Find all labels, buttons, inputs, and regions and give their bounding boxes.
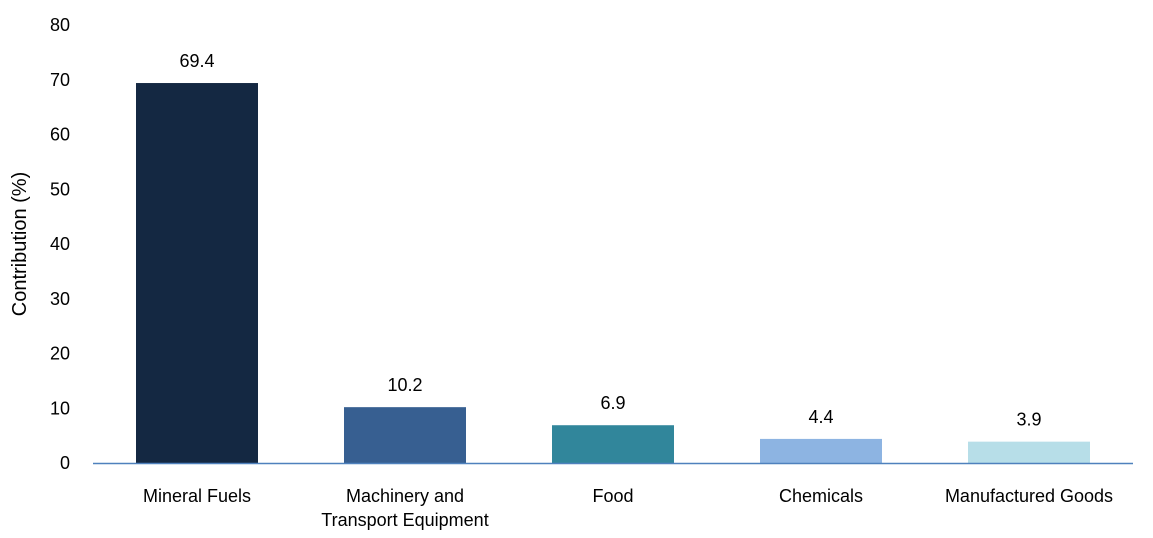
data-labels: 69.4 10.2 6.9 4.4 3.9 [179,51,1041,430]
bar [968,441,1090,463]
category-labels: Mineral Fuels Machinery and Transport Equi… [143,486,1113,530]
data-label: 6.9 [600,393,625,413]
x-tick-label: Machinery and Transport Equipment [321,486,488,530]
y-tick-label: 80 [50,15,70,35]
y-tick-label: 60 [50,125,70,145]
bar [136,83,258,463]
y-axis-title: Contribution (%) [9,172,31,317]
y-tick-label: 10 [50,398,70,418]
bar [344,407,466,463]
x-tick-label: Chemicals [779,486,863,506]
data-label: 3.9 [1016,410,1041,430]
bar [760,438,882,463]
y-tick-label: 40 [50,234,70,254]
y-tick-label: 30 [50,289,70,309]
data-label: 10.2 [387,375,422,395]
y-axis-ticks: 0 10 20 30 40 50 60 70 80 [50,15,70,473]
data-label: 69.4 [179,51,214,71]
y-tick-label: 0 [60,453,70,473]
y-tick-label: 50 [50,179,70,199]
x-tick-label: Mineral Fuels [143,486,251,506]
x-tick-label: Manufactured Goods [945,486,1113,506]
x-tick-label: Food [592,486,633,506]
y-tick-label: 20 [50,344,70,364]
bars [136,83,1090,463]
bar [552,425,674,463]
data-label: 4.4 [808,407,833,427]
y-tick-label: 70 [50,70,70,90]
